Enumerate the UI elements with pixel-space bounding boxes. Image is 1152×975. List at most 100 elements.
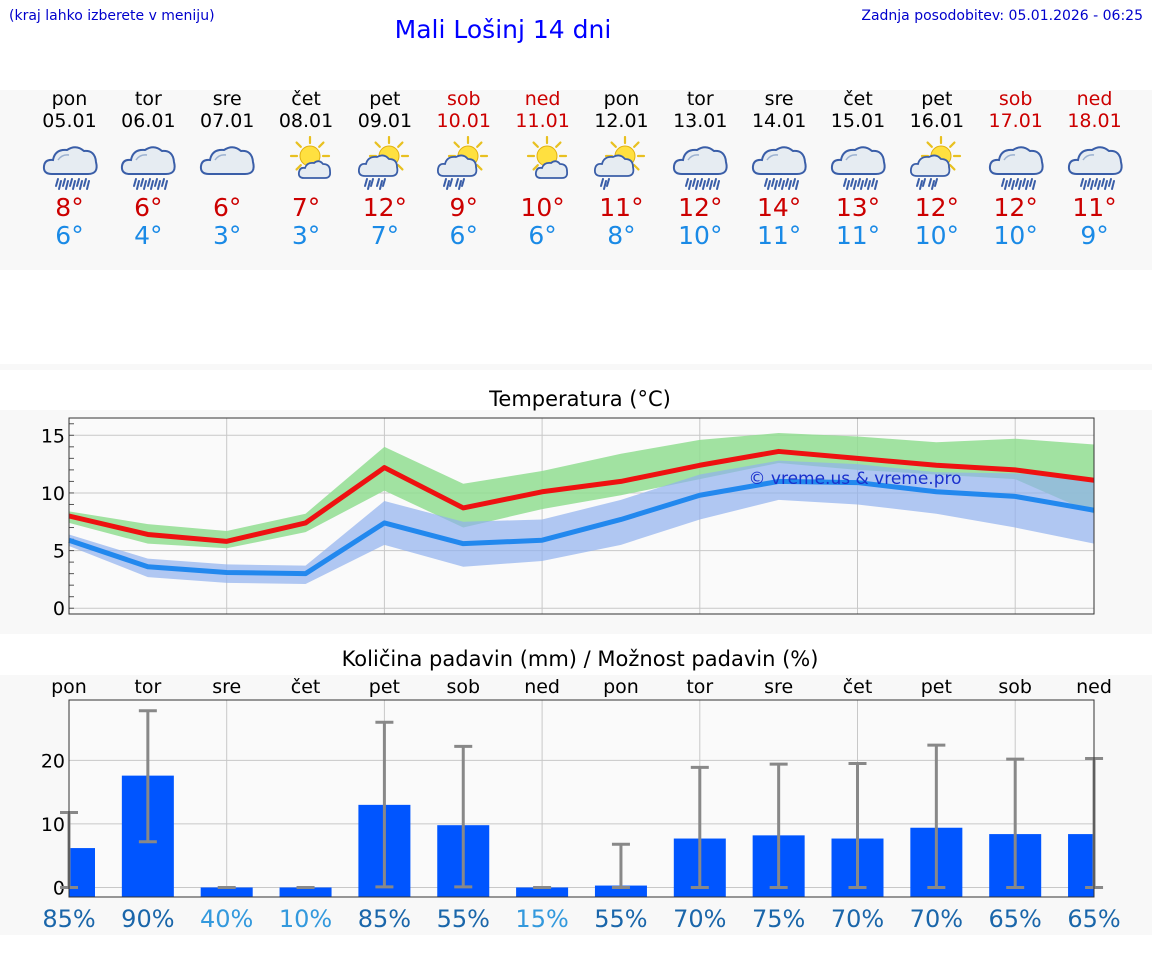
day-date: 06.01 (121, 110, 176, 132)
day-column: sre 07.01 6° 3° (188, 88, 267, 250)
precip-bar (279, 887, 332, 897)
precip-probability: 55% (594, 905, 647, 933)
precip-probability: 85% (42, 905, 95, 933)
precip-y-tick-label: 20 (41, 750, 65, 772)
precip-error-bar (848, 762, 867, 889)
cloud-icon (200, 146, 255, 175)
precip-error-bar (454, 744, 473, 889)
day-column: sob 17.01 12° 10° (976, 88, 1055, 250)
precip-day-label: sre (764, 676, 793, 698)
precip-error-bar (690, 765, 709, 889)
temp-y-tick-label: 10 (41, 483, 65, 505)
day-date: 07.01 (199, 110, 255, 132)
temperature-chart-title: Temperatura (°C) (489, 387, 671, 411)
precip-day-label: ned (524, 676, 560, 698)
max-temp-range-band (69, 432, 1095, 549)
precip-error-bar (138, 709, 157, 844)
day-column: sre 14.01 14° 11° (740, 88, 819, 250)
day-date: 13.01 (673, 110, 728, 132)
day-column: tor 13.01 12° 10° (661, 88, 740, 250)
precip-day-label: ned (1076, 676, 1112, 698)
temp-max: 6° (212, 193, 242, 222)
precip-day-label: sob (446, 676, 480, 698)
temp-min: 7° (370, 221, 400, 250)
day-column: pon 05.01 8° 6° (30, 88, 109, 250)
precip-probability: 15% (515, 905, 568, 933)
day-column: pet 16.01 12° 10° (897, 88, 976, 250)
rain-cloud-icon (121, 146, 176, 190)
day-name: ned (524, 88, 561, 110)
day-date: 10.01 (436, 110, 491, 132)
watermark: © vreme.us & vreme.pro (748, 469, 961, 489)
day-name: sob (446, 88, 481, 110)
temp-max: 14° (756, 193, 802, 222)
max-temp-line (68, 448, 1095, 544)
temp-min: 10° (678, 221, 723, 250)
rain-cloud-icon (752, 146, 807, 190)
day-column: pet 09.01 12° 7° (345, 88, 424, 250)
day-column: ned 11.01 10° 6° (503, 88, 582, 250)
day-column: pon 12.01 11° 8° (582, 88, 661, 250)
temp-max: 12° (914, 193, 959, 222)
temp-min: 11° (756, 221, 802, 250)
location-menu-hint[interactable]: (kraj lahko izberete v meniju) (9, 8, 215, 24)
day-name: čet (843, 88, 873, 110)
day-date: 16.01 (909, 110, 965, 132)
precip-probability: 10% (279, 905, 332, 933)
precip-probability: 75% (752, 905, 805, 933)
precip-day-label: pet (921, 676, 952, 698)
sun-cloud-icon (526, 136, 568, 179)
temp-min: 10° (993, 221, 1038, 250)
precip-day-label: čet (843, 676, 873, 698)
precip-bar (69, 848, 95, 897)
precip-day-label: pet (369, 676, 400, 698)
day-name: pon (51, 88, 88, 110)
precip-bar (594, 885, 647, 897)
sun-cloud-icon (289, 136, 332, 179)
day-name: tor (134, 88, 162, 110)
precip-probability: 70% (673, 905, 726, 933)
precip-y-tick-label: 10 (41, 814, 65, 836)
day-column: čet 15.01 13° 11° (819, 88, 898, 250)
temp-max: 9° (449, 193, 478, 222)
precip-day-label: tor (686, 676, 713, 698)
day-name: pon (603, 88, 640, 110)
precip-day-label: sob (998, 676, 1032, 698)
precip-error-bar (769, 762, 788, 889)
precip-error-bar (927, 743, 946, 889)
temp-min: 6° (528, 221, 557, 250)
precip-probability: 85% (358, 905, 411, 933)
temp-y-tick-label: 15 (41, 425, 65, 447)
precip-error-bar (611, 842, 630, 889)
precip-day-label: čet (291, 676, 321, 698)
precip-error-bar (1006, 757, 1025, 889)
temp-min: 6° (55, 221, 84, 250)
temp-min: 9° (1080, 221, 1109, 250)
sun-rain-icon (909, 136, 961, 190)
temp-y-tick-label: 5 (53, 541, 65, 563)
day-date: 15.01 (830, 110, 886, 132)
day-name: sre (764, 88, 794, 110)
rain-cloud-icon (830, 146, 886, 190)
day-date: 05.01 (42, 110, 97, 132)
temp-max: 13° (835, 193, 881, 222)
precip-probability: 70% (910, 905, 963, 933)
last-updated: Zadnja posodobitev: 05.01.2026 - 06:25 (861, 8, 1143, 24)
temp-max: 12° (993, 193, 1038, 222)
day-name: sob (998, 88, 1033, 110)
temp-max: 6° (134, 193, 163, 222)
min-temp-line (68, 478, 1095, 577)
temp-max: 12° (362, 193, 408, 222)
rain-cloud-icon (988, 146, 1044, 190)
daily-forecast-strip (0, 90, 1152, 270)
sun-rain-icon (436, 136, 488, 190)
precip-probability: 65% (989, 905, 1042, 933)
precip-probability: 70% (831, 905, 884, 933)
temp-min: 3° (291, 221, 321, 250)
page-title: Mali Lošinj 14 dni (394, 15, 612, 44)
precip-day-label: tor (134, 676, 161, 698)
day-column: tor 06.01 6° 4° (109, 88, 188, 250)
precip-bar (516, 887, 569, 897)
precip-day-label: sre (212, 676, 241, 698)
